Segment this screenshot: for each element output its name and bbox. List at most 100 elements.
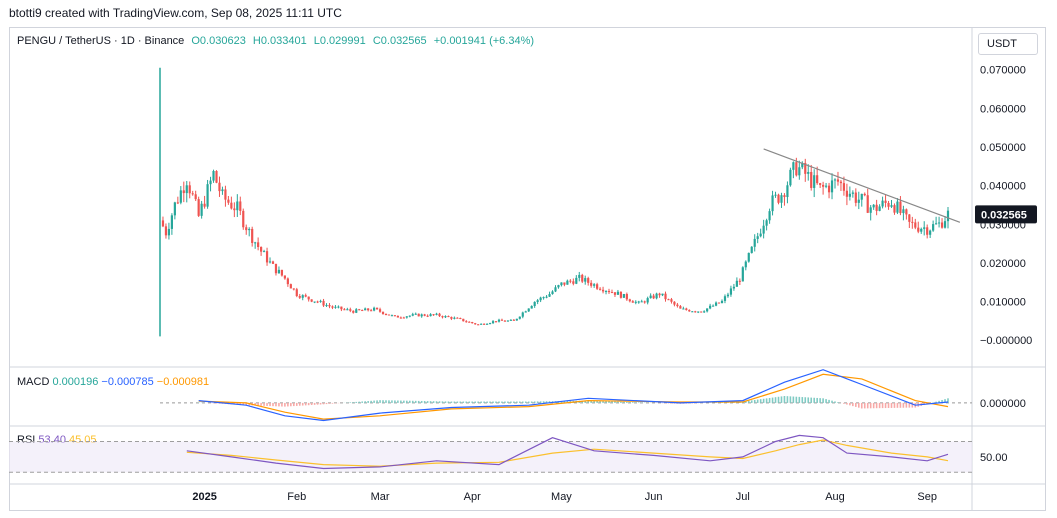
macd-histogram-bar (783, 396, 786, 403)
candle-body (283, 275, 286, 279)
macd-legend[interactable]: MACD 0.000196 −0.000785 −0.000981 (17, 376, 209, 388)
candle-body (673, 301, 676, 305)
candle-body (711, 305, 715, 307)
candle-body (274, 263, 278, 274)
candle-body (548, 294, 551, 297)
candle-body (194, 194, 197, 200)
candle-body (926, 227, 929, 235)
candle-body (393, 315, 397, 317)
macd-histogram-bar (846, 402, 848, 405)
candle-body (717, 302, 721, 304)
macd-signal-line (198, 373, 949, 420)
macd-histogram-bar (504, 401, 506, 403)
candle-body (839, 181, 843, 184)
x-tick-label: Jul (736, 491, 750, 503)
price-tick-label: −0.000000 (980, 335, 1032, 347)
macd-histogram-bar (298, 402, 301, 406)
candle-body (940, 222, 944, 228)
macd-histogram-bar (364, 401, 366, 403)
symbol-name[interactable]: PENGU / TetherUS · 1D · Binance (17, 35, 185, 47)
candle-body (789, 169, 792, 186)
macd-histogram-bar (465, 401, 468, 403)
candle-body (554, 287, 557, 292)
candle-body (700, 311, 703, 313)
macd-histogram-bar (789, 396, 792, 403)
candle-body (215, 171, 218, 183)
candle-body (884, 200, 887, 203)
macd-histogram-bar (863, 402, 866, 409)
macd-histogram-bar (941, 399, 943, 403)
candle-body (905, 209, 908, 215)
last-price-tag (975, 205, 1037, 224)
macd-histogram-bar (301, 402, 304, 406)
macd-histogram-bar (272, 402, 274, 407)
candle-body (625, 293, 628, 300)
macd-histogram-bar (447, 401, 450, 403)
candle-body (875, 204, 878, 211)
macd-histogram-bar (822, 398, 824, 403)
candle-body (709, 305, 712, 309)
macd-histogram-bar (304, 402, 307, 406)
candle-body (203, 203, 206, 207)
macd-histogram-bar (584, 400, 587, 403)
macd-histogram-bar (450, 401, 453, 403)
macd-histogram-bar (887, 402, 890, 408)
candle-body (497, 319, 501, 322)
candle-body (795, 162, 798, 176)
candle-body (477, 324, 480, 326)
candle-body (658, 293, 661, 296)
candle-body (500, 319, 504, 321)
candle-body (584, 278, 587, 282)
macd-histogram-bar (319, 402, 322, 405)
candle-body (257, 242, 260, 247)
rsi-ma-line (186, 439, 949, 467)
candle-body (637, 301, 640, 303)
candle-body (262, 251, 266, 253)
candle-body (411, 314, 414, 316)
currency-unit-button[interactable]: USDT (978, 33, 1038, 55)
macd-histogram-bar (593, 400, 595, 403)
candle-body (854, 192, 857, 203)
candle-body (197, 199, 200, 216)
macd-histogram-bar (417, 400, 420, 403)
macd-histogram-bar (548, 401, 551, 403)
candle-body (459, 318, 462, 320)
macd-histogram-bar (316, 402, 319, 405)
low-value: L0.029991 (313, 35, 366, 47)
candle-body (405, 316, 408, 318)
candle-body (468, 321, 471, 323)
candle-body (762, 225, 765, 234)
macd-histogram-bar (394, 400, 396, 403)
candle-body (239, 201, 242, 211)
macd-histogram-bar (260, 402, 262, 406)
candle-body (899, 201, 902, 214)
macd-histogram-bar (391, 400, 393, 403)
macd-histogram-bar (331, 402, 334, 404)
candle-body (322, 300, 325, 306)
candle-body (316, 301, 319, 303)
macd-histogram-bar (634, 402, 637, 403)
macd-histogram-bar (857, 402, 860, 408)
candle-body (819, 183, 822, 185)
macd-histogram-bar (596, 400, 598, 403)
candle-body (390, 315, 394, 317)
macd-histogram-bar (352, 402, 355, 403)
macd-histogram-bar (477, 401, 479, 403)
macd-histogram-bar (834, 401, 836, 403)
candle-body (260, 246, 263, 252)
candle-body (545, 296, 548, 298)
candle-body (801, 162, 804, 168)
macd-histogram-bar (432, 401, 435, 403)
macd-histogram-bar (456, 401, 459, 403)
candle-body (896, 201, 899, 213)
macd-histogram-bar (792, 396, 795, 403)
candle-body (741, 267, 744, 282)
macd-histogram-bar (786, 396, 789, 403)
macd-histogram-bar (599, 401, 601, 403)
candle-body (827, 185, 831, 193)
candle-body (236, 201, 239, 211)
x-tick-label: 2025 (192, 491, 216, 503)
candle-body (911, 221, 914, 223)
candle-body (824, 185, 828, 187)
